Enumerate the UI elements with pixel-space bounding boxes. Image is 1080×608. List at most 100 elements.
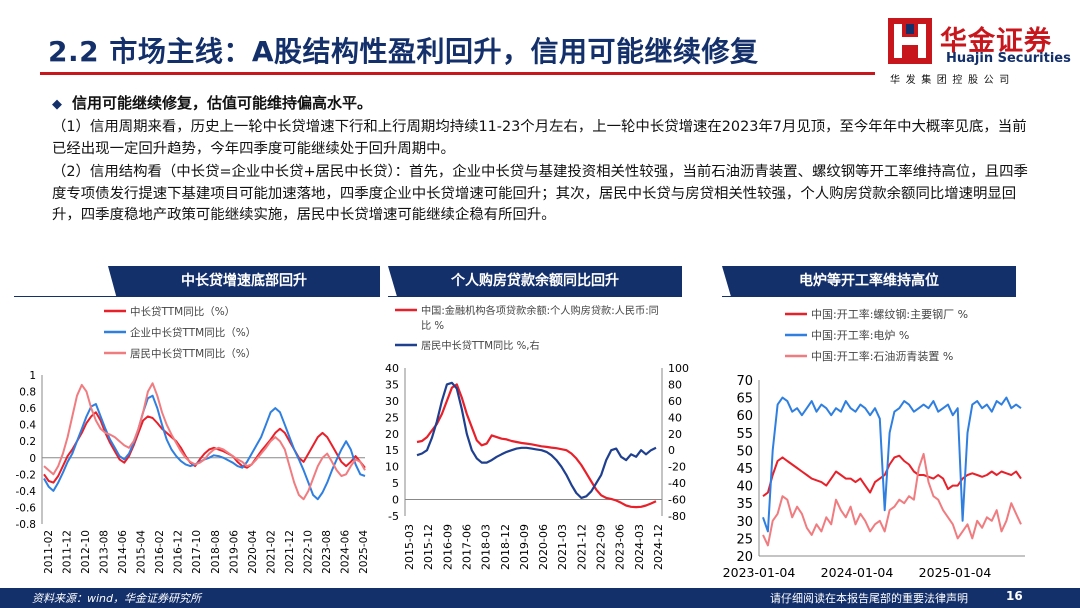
panel-divider-2 [388, 296, 682, 297]
left-y-tick-label: 20 [385, 428, 399, 441]
logo-chinese-name: 华金证券 [940, 26, 1052, 57]
series-line-3 [43, 382, 366, 501]
x-tick-label: 2017-10 [191, 530, 203, 574]
y-tick-label: 45 [736, 462, 753, 477]
series-line-1 [43, 411, 366, 484]
left-y-tick-label: 25 [385, 411, 399, 424]
page-number: 16 [1006, 589, 1023, 603]
x-tick-label: 2019-09 [518, 524, 531, 570]
legend-label-1: 中国:金融机构各项贷款余额:个人购房贷款:人民币:同 [421, 304, 659, 317]
y-tick-label: 70 [736, 374, 753, 389]
left-y-tick-label: 35 [385, 378, 399, 391]
legend-label-1: 中国:开工率:螺纹钢:主要钢厂 % [811, 307, 968, 321]
title-underline [40, 72, 875, 75]
x-tick-label: 2013-08 [99, 530, 111, 574]
y-tick-label: 0.4 [19, 420, 36, 432]
company-logo: 华金证券 Huajin Securities 华发集团控股公司 [888, 18, 1071, 88]
right-y-tick-label: 20 [668, 428, 682, 441]
x-tick-label: 2024-12 [652, 524, 665, 570]
left-y-tick-label: 10 [385, 461, 399, 474]
data-source: 资料来源：wind，华金证券研究所 [32, 592, 202, 605]
y-tick-label: 0 [29, 453, 36, 465]
footer-bar [0, 588, 1080, 608]
x-tick-label: 2023-08 [321, 530, 333, 574]
y-tick-label: 35 [736, 497, 753, 512]
legend-label-3: 中国:开工率:石油沥青装置 % [811, 349, 953, 363]
paragraph-credit-cycle: （1）信用周期来看，历史上一轮中长贷增速下行和上行周期均持续11-23个月左右，… [52, 119, 1027, 157]
panel-divider-1 [14, 296, 380, 297]
y-tick-label: 50 [736, 444, 753, 459]
chart-loan-growth: 1 0.8 0.6 0.4 0.2 0 -0.2 -0.4 -0.6 -0.8 2011-02 201… [16, 305, 371, 574]
x-tick-label: 2011-12 [62, 530, 74, 574]
x-tick-label: 2022-09 [595, 524, 608, 570]
right-y-tick-label: 60 [668, 395, 682, 408]
x-tick-label: 2025-01-04 [919, 565, 992, 580]
right-y-tick-label: 0 [668, 444, 675, 457]
panel-title-3: 电炉等开工率维持高位 [722, 266, 1016, 296]
x-tick-label: 2016-12 [173, 530, 185, 574]
x-tick-label: 2023-01-04 [723, 565, 796, 580]
y-tick-label: 0.2 [19, 436, 36, 448]
legend-label-2: 企业中长贷TTM同比（%） [130, 326, 256, 339]
series-line-2 [762, 396, 1022, 533]
x-tick-label: 2021-03 [556, 524, 569, 570]
x-tick-label: 2012-10 [80, 530, 92, 574]
left-y-tick-label: -5 [388, 510, 399, 523]
right-y-tick-label: 80 [668, 378, 682, 391]
x-tick-label: 2024-06 [339, 530, 351, 574]
y-tick-label: 30 [736, 515, 753, 530]
legal-disclaimer-link[interactable]: 请仔细阅读在本报告尾部的重要法律声明 [770, 592, 968, 605]
x-tick-label: 2017-06 [460, 524, 473, 570]
series-line-3 [762, 452, 1022, 547]
x-tick-label: 2021-12 [575, 524, 588, 570]
panel-divider-3 [722, 296, 1016, 297]
left-y-tick-label: 30 [385, 395, 399, 408]
legend-label-1: 中长贷TTM同比（%） [130, 305, 235, 318]
key-point-text: 信用可能继续修复，估值可能维持偏高水平。 [72, 94, 373, 112]
series-line-2 [416, 381, 657, 499]
y-tick-label: 20 [736, 550, 753, 565]
x-tick-label: 2011-02 [43, 530, 55, 574]
x-tick-label: 2016-09 [441, 524, 454, 570]
x-tick-label: 2022-10 [302, 530, 314, 574]
y-tick-label: 60 [736, 409, 753, 424]
x-tick-label: 2019-06 [228, 530, 240, 574]
y-tick-label: 25 [736, 532, 753, 547]
y-tick-label: 40 [736, 480, 753, 495]
logo-subtitle: 华发集团控股公司 [890, 75, 1015, 86]
y-tick-label: -0.2 [16, 469, 37, 481]
legend-label-2: 居民中长贷TTM同比 %,右 [421, 339, 540, 352]
y-tick-label: 0.8 [19, 387, 36, 399]
x-tick-label: 2024-01-04 [821, 565, 894, 580]
y-tick-label: -0.4 [16, 486, 37, 498]
x-tick-label: 2018-03 [480, 524, 493, 570]
diamond-bullet-icon: ◆ [52, 97, 62, 112]
x-tick-label: 2015-04 [136, 530, 148, 574]
x-tick-label: 2018-08 [210, 530, 222, 574]
series-line-1 [762, 454, 1022, 498]
x-tick-label: 2018-12 [499, 524, 512, 570]
chart-mortgage-growth: 40 35 30 25 20 15 10 5 0 -5 100 80 60 40 20 0 -20 -40 -60 -… [385, 304, 689, 570]
y-tick-label: -0.6 [16, 502, 37, 514]
right-y-tick-label: -20 [668, 461, 686, 474]
left-y-tick-label: 40 [385, 362, 399, 375]
right-y-tick-label: 40 [668, 411, 682, 424]
y-tick-label: 65 [736, 392, 753, 407]
left-y-tick-label: 0 [392, 494, 399, 507]
legend-label-1-wrap: 比 % [421, 319, 444, 332]
right-y-tick-label: 100 [668, 362, 689, 375]
x-tick-label: 2015-03 [403, 524, 416, 570]
x-tick-label: 2023-06 [614, 524, 627, 570]
x-tick-label: 2020-04 [247, 530, 259, 574]
x-tick-label: 2025-04 [358, 530, 370, 574]
y-tick-label: 55 [736, 427, 753, 442]
right-y-tick-label: -80 [668, 510, 686, 523]
x-tick-label: 2014-06 [117, 530, 129, 574]
right-y-tick-label: -60 [668, 494, 686, 507]
panel-title-1: 中长贷增速底部回升 [108, 266, 380, 296]
x-tick-label: 2021-12 [284, 530, 296, 574]
legend-label-3: 居民中长贷TTM同比（%） [130, 347, 256, 360]
logo-mark-icon [888, 18, 932, 64]
key-point: ◆ 信用可能继续修复，估值可能维持偏高水平。 [52, 92, 372, 113]
